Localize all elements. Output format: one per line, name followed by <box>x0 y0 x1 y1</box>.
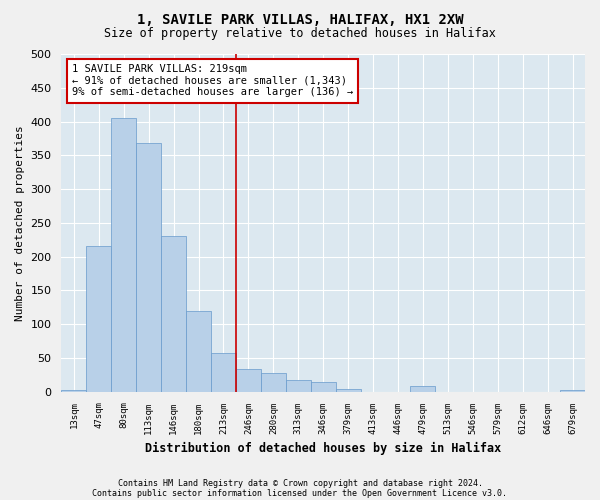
Bar <box>286 380 311 392</box>
Bar <box>136 143 161 392</box>
Text: Contains public sector information licensed under the Open Government Licence v3: Contains public sector information licen… <box>92 488 508 498</box>
Bar <box>311 382 335 392</box>
Bar <box>161 236 186 392</box>
Text: Contains HM Land Registry data © Crown copyright and database right 2024.: Contains HM Land Registry data © Crown c… <box>118 478 482 488</box>
X-axis label: Distribution of detached houses by size in Halifax: Distribution of detached houses by size … <box>145 442 502 455</box>
Bar <box>111 118 136 392</box>
Bar <box>236 370 261 392</box>
Bar <box>211 353 236 392</box>
Bar <box>86 246 111 392</box>
Bar <box>261 374 286 392</box>
Bar <box>186 310 211 392</box>
Y-axis label: Number of detached properties: Number of detached properties <box>15 125 25 320</box>
Text: 1, SAVILE PARK VILLAS, HALIFAX, HX1 2XW: 1, SAVILE PARK VILLAS, HALIFAX, HX1 2XW <box>137 12 463 26</box>
Bar <box>335 389 361 392</box>
Text: 1 SAVILE PARK VILLAS: 219sqm
← 91% of detached houses are smaller (1,343)
9% of : 1 SAVILE PARK VILLAS: 219sqm ← 91% of de… <box>72 64 353 98</box>
Text: Size of property relative to detached houses in Halifax: Size of property relative to detached ho… <box>104 28 496 40</box>
Bar <box>61 390 86 392</box>
Bar <box>410 386 436 392</box>
Bar <box>560 390 585 392</box>
